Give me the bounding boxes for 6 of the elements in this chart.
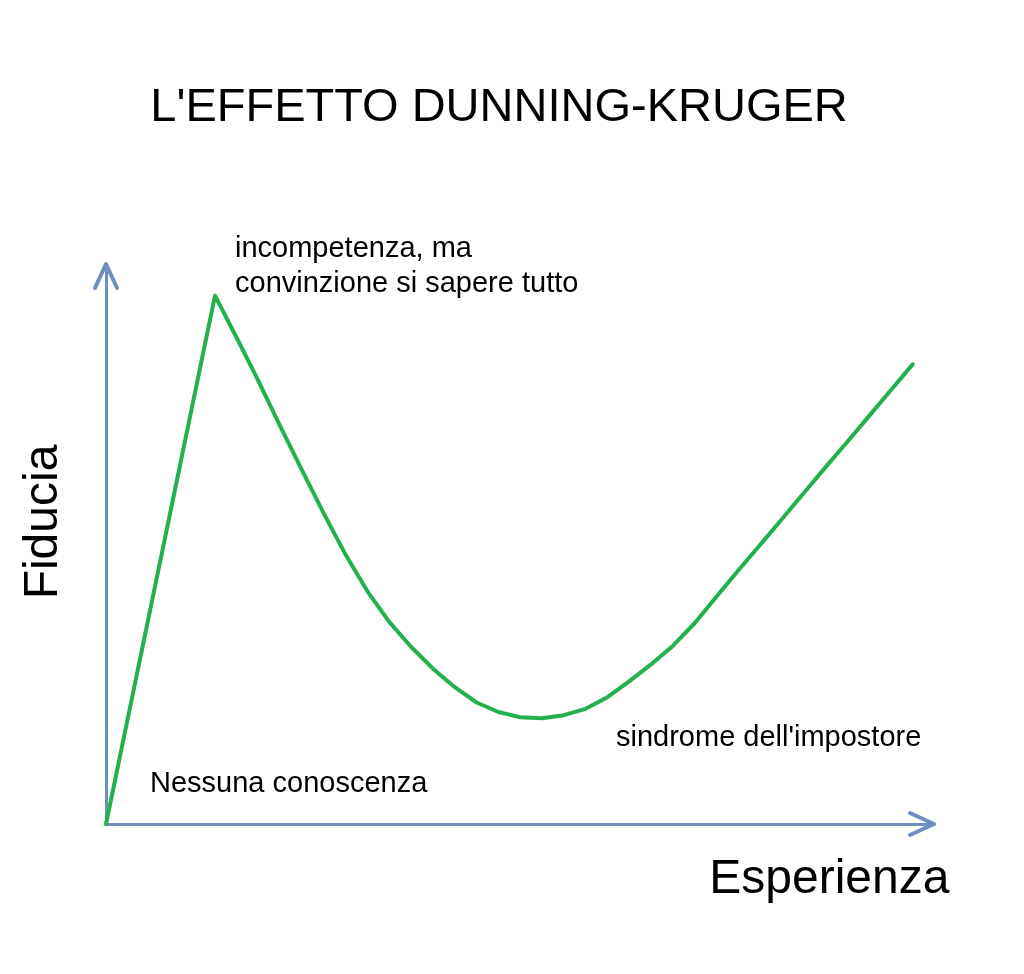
annotation: incompetenza, ma convinzione si sapere tutto	[235, 230, 579, 298]
annotation: sindrome dell'impostore	[616, 719, 922, 752]
y-axis-title: Fiducia	[13, 444, 67, 600]
x-axis-title: Esperienza	[709, 849, 950, 903]
chart-title: L'EFFETTO DUNNING-KRUGER	[150, 78, 848, 131]
annotation: Nessuna conoscenza	[150, 765, 429, 798]
